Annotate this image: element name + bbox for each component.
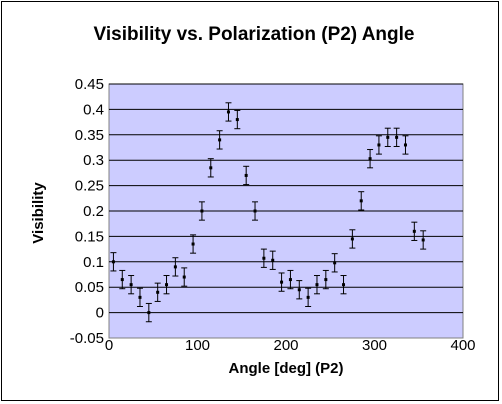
data-point	[271, 258, 275, 262]
data-point	[377, 143, 381, 147]
data-point	[386, 135, 390, 139]
gridlines	[109, 83, 463, 288]
data-point	[342, 283, 346, 287]
data-point	[138, 295, 142, 299]
x-tick-label: 200	[273, 337, 298, 354]
data-point	[218, 138, 222, 142]
x-tick-labels: 0 100 200 300 400	[105, 337, 476, 354]
data-point	[368, 157, 372, 161]
data-point	[350, 237, 354, 241]
y-tick-label: 0.35	[75, 127, 104, 144]
data-point	[209, 166, 213, 170]
x-tick-label: 100	[185, 337, 210, 354]
y-tick-label: 0.1	[83, 254, 104, 271]
x-tick-label: 400	[450, 337, 475, 354]
y-tick-label: 0.05	[75, 279, 104, 296]
x-tick-label: 300	[362, 337, 387, 354]
y-tick-label: 0.15	[75, 228, 104, 245]
data-point	[315, 283, 319, 287]
data-point	[333, 261, 337, 265]
data-point	[280, 280, 284, 284]
data-point	[235, 118, 239, 122]
data-point	[253, 209, 257, 213]
data-point	[147, 311, 151, 315]
data-point	[165, 283, 169, 287]
data-point	[297, 288, 301, 292]
chart-title: Visibility vs. Polarization (P2) Angle	[94, 24, 415, 45]
y-tick-label: 0.4	[83, 101, 104, 118]
data-point	[421, 238, 425, 242]
y-tick-label: 0.25	[75, 178, 104, 195]
data-point	[244, 173, 248, 177]
data-point	[412, 229, 416, 233]
data-point	[191, 242, 195, 246]
data-point	[156, 290, 160, 294]
data-point	[111, 260, 115, 264]
y-tick-label: 0.3	[83, 152, 104, 169]
data-point	[324, 278, 328, 282]
data-point	[395, 135, 399, 139]
data-point	[262, 256, 266, 260]
data-point	[120, 278, 124, 282]
data-point	[403, 143, 407, 147]
x-axis-label: Angle [deg] (P2)	[229, 360, 344, 377]
data-point	[226, 110, 230, 114]
y-tick-labels: -0.05 0 0.05 0.1 0.15 0.2 0.25 0.3 0.35 0.4 0.45	[70, 76, 104, 347]
data-point	[359, 199, 363, 203]
x-tick-label: 0	[105, 337, 113, 354]
y-axis-label: Visibility	[30, 182, 47, 244]
data-point	[182, 275, 186, 279]
y-tick-label: 0.45	[75, 76, 104, 93]
data-point	[173, 265, 177, 269]
y-tick-label: -0.05	[70, 330, 104, 347]
data-point	[200, 209, 204, 213]
data-point	[306, 295, 310, 299]
data-points	[111, 110, 425, 315]
data-point	[129, 283, 133, 287]
y-tick-label: 0.2	[83, 203, 104, 220]
data-point	[288, 278, 292, 282]
y-tick-label: 0	[96, 305, 104, 322]
